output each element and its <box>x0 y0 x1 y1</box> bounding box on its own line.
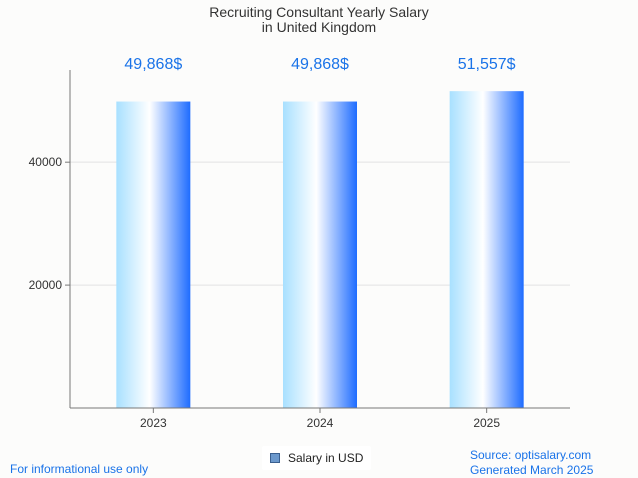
generated-text: Generated March 2025 <box>470 463 594 477</box>
x-ticks-group: 2023 2024 2025 <box>140 408 500 430</box>
x-tick-label: 2025 <box>473 416 500 430</box>
source-block: Source: optisalary.com Generated March 2… <box>470 448 593 478</box>
legend[interactable]: Salary in USD <box>262 446 372 470</box>
legend-label: Salary in USD <box>288 451 364 465</box>
bar-2025[interactable] <box>449 91 524 408</box>
chart-subtitle: in United Kingdom <box>262 19 376 35</box>
value-label-2024: 49,868$ <box>291 56 349 73</box>
chart-title: Recruiting Consultant Yearly Salary <box>209 4 428 20</box>
source-text: Source: optisalary.com <box>470 448 592 462</box>
y-ticks-group: 20000 40000 <box>29 155 70 292</box>
disclaimer-text: For informational use only <box>10 462 149 476</box>
y-tick-label: 40000 <box>29 155 63 169</box>
value-label-2025: 51,557$ <box>458 56 516 73</box>
value-label-2023: 49,868$ <box>124 56 182 73</box>
bar-2023[interactable] <box>116 101 191 408</box>
bars-group <box>116 91 524 408</box>
legend-swatch-icon <box>270 453 280 463</box>
value-labels-group: 49,868$ 49,868$ 51,557$ <box>124 56 515 73</box>
x-tick-label: 2024 <box>307 416 334 430</box>
x-tick-label: 2023 <box>140 416 167 430</box>
y-tick-label: 20000 <box>29 278 63 292</box>
bar-2024[interactable] <box>283 101 357 408</box>
